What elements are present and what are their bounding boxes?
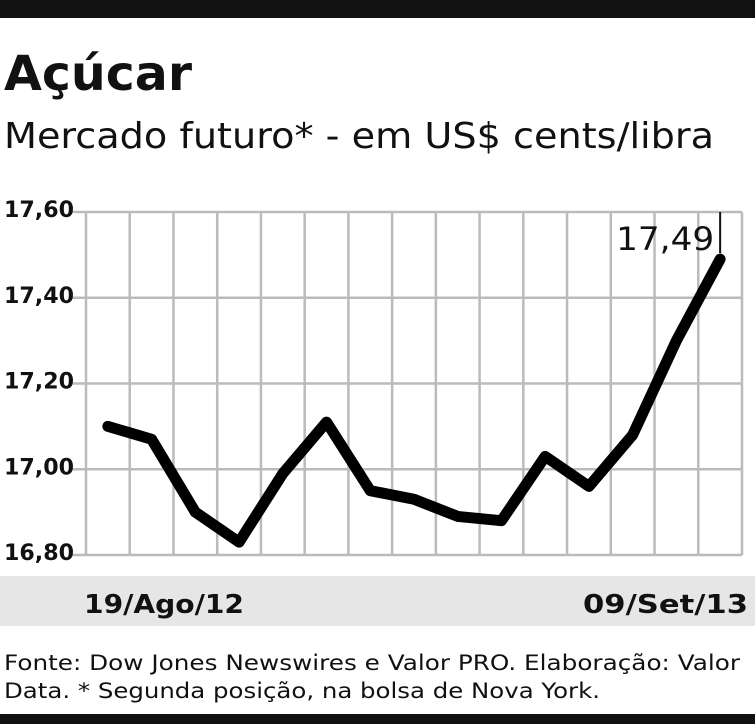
- bottom-bar: [0, 714, 755, 724]
- source-note: Data. * Segunda posição, na bolsa de Nov…: [4, 679, 600, 703]
- value-label: 17,49: [616, 220, 714, 258]
- y-tick-label: 16,80: [4, 541, 74, 566]
- y-tick-label: 17,60: [4, 198, 74, 223]
- chart-title: Açúcar: [4, 46, 192, 102]
- source-note: Fonte: Dow Jones Newswires e Valor PRO. …: [4, 651, 740, 675]
- top-bar: [0, 0, 755, 18]
- y-tick-label: 17,40: [4, 284, 74, 309]
- chart-subtitle: Mercado futuro* - em US$ cents/libra: [4, 116, 714, 157]
- line: [102, 253, 726, 548]
- x-axis-band: [0, 576, 755, 626]
- x-tick-label: 09/Set/13: [583, 590, 748, 620]
- y-tick-label: 17,00: [4, 455, 74, 480]
- x-tick-label: 19/Ago/12: [84, 590, 244, 620]
- y-tick-label: 17,20: [4, 370, 74, 395]
